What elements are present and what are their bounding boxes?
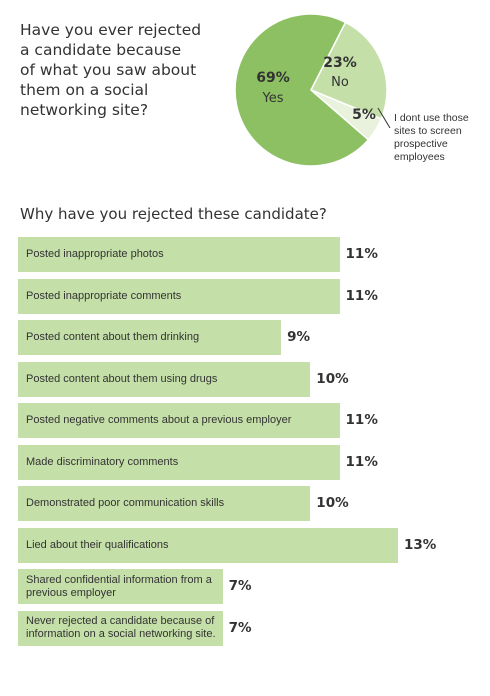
bar-category-label: Demonstrated poor communication skills	[26, 497, 225, 509]
bar-category-label: Made discriminatory comments	[26, 455, 179, 468]
pie-value-yes: 69%	[256, 70, 290, 86]
bar-value-label: 11%	[345, 246, 378, 262]
bar-value-label: 13%	[404, 536, 437, 553]
bar-value-label: 7%	[228, 578, 252, 594]
pie-slice-no	[309, 21, 388, 120]
bar-category-label: Posted content about them drinking	[26, 331, 200, 343]
bar-value-label: 11%	[345, 287, 378, 304]
bar-category-label: Posted inappropriate comments	[26, 289, 182, 302]
pie-question-title: Have you ever rejected a candidate becau…	[20, 21, 202, 119]
bar-category-label: Lied about their qualifications	[26, 538, 169, 551]
bar: Lied about their qualifications	[18, 527, 398, 563]
pie-value-other: 5%	[352, 107, 376, 123]
bar-value-label: 10%	[316, 495, 349, 511]
bar: Posted negative comments about a previou…	[18, 403, 340, 438]
bar: Made discriminatory comments	[18, 444, 340, 480]
bar-category-label: Posted inappropriate photos	[26, 248, 164, 260]
bar-category-label: Posted negative comments about a previou…	[26, 414, 292, 426]
bar-value-label: 7%	[228, 619, 252, 636]
pie-label-yes: Yes	[262, 91, 284, 106]
bar: Shared confidential information from a p…	[18, 569, 223, 604]
bar-category-label: Never rejected a candidate because of in…	[26, 615, 216, 640]
bar-category-label: Posted content about them using drugs	[26, 372, 218, 385]
bar-value-label: 11%	[345, 453, 378, 470]
pie-leader-line	[377, 107, 391, 129]
bar-value-label: 11%	[345, 412, 378, 428]
pie-slice-yes	[234, 13, 370, 167]
bar: Posted inappropriate photos	[18, 237, 340, 272]
bar: Posted inappropriate comments	[18, 278, 340, 314]
pie-label-no: No	[331, 75, 349, 90]
bar-chart-title: Why have you rejected these candidate?	[20, 205, 327, 223]
pie-value-no: 23%	[323, 55, 357, 71]
bar-value-label: 10%	[316, 370, 349, 387]
bar-value-label: 9%	[287, 329, 310, 345]
bar-category-label: Shared confidential information from a p…	[26, 573, 212, 599]
pie-chart: 69% Yes 23% No 5%	[234, 13, 391, 167]
bar: Posted content about them using drugs	[18, 361, 311, 397]
bar: Never rejected a candidate because of in…	[18, 610, 223, 646]
bar: Demonstrated poor communication skills	[18, 486, 311, 521]
bar: Posted content about them drinking	[18, 320, 282, 355]
pie-other-label: I dont use those sites to screen prospec…	[394, 112, 469, 163]
